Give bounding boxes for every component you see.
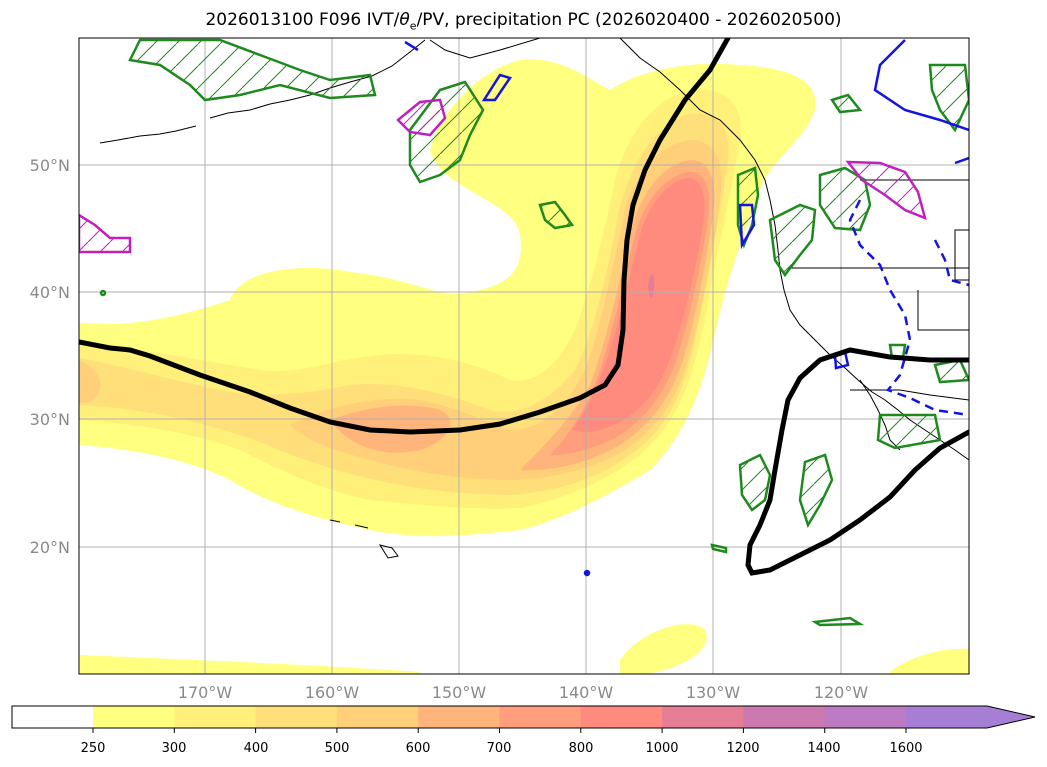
lon-label: 150°W — [432, 683, 487, 702]
pv-green-baja — [876, 413, 942, 450]
colorbar-swatches — [12, 706, 1035, 728]
colorbar-swatch — [255, 706, 338, 728]
coastlines — [99, 38, 969, 559]
blue-contours — [404, 39, 969, 577]
colorbar-tick-label: 700 — [487, 741, 512, 756]
blue-dot — [583, 569, 591, 577]
pv-green-small-4 — [710, 543, 728, 554]
colorbar-tick-label: 1600 — [889, 741, 922, 756]
colorbar-swatch — [93, 706, 175, 728]
ivt-800-1000-band — [572, 178, 705, 432]
alaska-south-coast — [429, 38, 541, 59]
colorbar-tick-label: 1000 — [645, 741, 678, 756]
us-mexico-border — [850, 389, 969, 401]
pv-green-small-1 — [830, 93, 863, 114]
blue-coast — [738, 203, 756, 250]
lat-label: 30°N — [30, 410, 70, 429]
ivt-250-300-patch-1 — [620, 624, 707, 674]
colorbar-ticks — [92, 728, 907, 733]
colorbar-tick-label: 800 — [569, 741, 594, 756]
hawaii-islands — [329, 519, 399, 559]
colorbar-swatch — [336, 706, 419, 728]
magenta-inland — [845, 160, 927, 221]
black-contour-main — [79, 38, 731, 435]
lat-label: 40°N — [30, 283, 70, 302]
colorbar-swatch — [662, 706, 744, 728]
ivt-250-300-patch-2 — [890, 648, 969, 674]
blue-north-1 — [481, 73, 512, 102]
pv-green-coast-2 — [768, 203, 817, 278]
colorbar-swatch — [906, 706, 988, 728]
map-frame — [78, 37, 970, 675]
lat-label: 50°N — [30, 156, 70, 175]
colorbar-swatch — [743, 706, 826, 728]
pv-green-south-1 — [738, 453, 772, 512]
aleutian-islands — [99, 125, 197, 144]
blue-ne — [873, 39, 969, 132]
graticule — [79, 38, 969, 674]
black-contour-cutoff — [745, 347, 969, 576]
pv-green-dot — [99, 289, 107, 297]
lon-axis-labels: 170°W 160°W 150°W 140°W 130°W 120°W — [178, 683, 869, 702]
colorbar-swatch — [824, 706, 907, 728]
colorbar-tick-label: 250 — [81, 741, 106, 756]
ivt-250-300-south-band — [80, 655, 420, 674]
colorbar-tick-label: 600 — [406, 741, 431, 756]
pv-green-mid — [538, 200, 575, 230]
black-contours — [79, 38, 969, 576]
pv-green-ne — [928, 63, 969, 133]
gulf-border — [954, 229, 969, 281]
lon-label: 120°W — [814, 683, 869, 702]
colorbar-swatch — [499, 706, 582, 728]
map-plot-area — [79, 38, 969, 674]
blue-north-2 — [404, 40, 419, 52]
map-title: 2026013100 F096 IVT/θe/PV, precipitation… — [205, 10, 842, 33]
magenta-west — [79, 213, 132, 254]
ivt-400-500-band — [79, 113, 729, 495]
colorbar: 250 300 400 500 600 700 800 1000 1200 14… — [11, 705, 1036, 756]
colorbar-swatch — [12, 706, 94, 728]
colorbar-swatch — [418, 706, 500, 728]
blue-dashed-2 — [933, 239, 969, 287]
lon-label: 140°W — [559, 683, 614, 702]
colorbar-tick-label: 400 — [244, 741, 269, 756]
pv-green-north-1 — [128, 38, 377, 102]
colorbar-tick-label: 300 — [162, 741, 187, 756]
blue-ne-2 — [954, 156, 969, 165]
pv-green-coast-1 — [736, 166, 760, 249]
state-borders — [917, 290, 969, 331]
pv-green-inland — [818, 166, 872, 232]
colorbar-outline — [11, 705, 1036, 729]
lat-axis-labels: 50°N 40°N 30°N 20°N — [30, 156, 70, 557]
colorbar-tick-label: 500 — [325, 741, 350, 756]
lon-label: 160°W — [305, 683, 360, 702]
colorbar-tick-label: 1400 — [807, 741, 840, 756]
ivt-shading — [79, 59, 969, 674]
colorbar-tick-labels: 250 300 400 500 600 700 800 1000 1200 14… — [81, 741, 923, 756]
colorbar-swatch — [580, 706, 663, 728]
ivt-500-600-west-patch — [79, 360, 101, 403]
colorbar-tick-label: 1200 — [726, 741, 759, 756]
pv-green-small-5 — [811, 616, 865, 627]
lat-label: 20°N — [30, 538, 70, 557]
colorbar-swatch — [174, 706, 257, 728]
colorbar-extend-arrow — [987, 706, 1035, 728]
magenta-north — [396, 98, 447, 137]
pv-green-south-2 — [798, 453, 834, 529]
pv-magenta-contours — [79, 98, 927, 254]
lon-label: 130°W — [686, 683, 741, 702]
blue-dashed-1 — [848, 199, 969, 417]
lon-label: 170°W — [178, 683, 233, 702]
